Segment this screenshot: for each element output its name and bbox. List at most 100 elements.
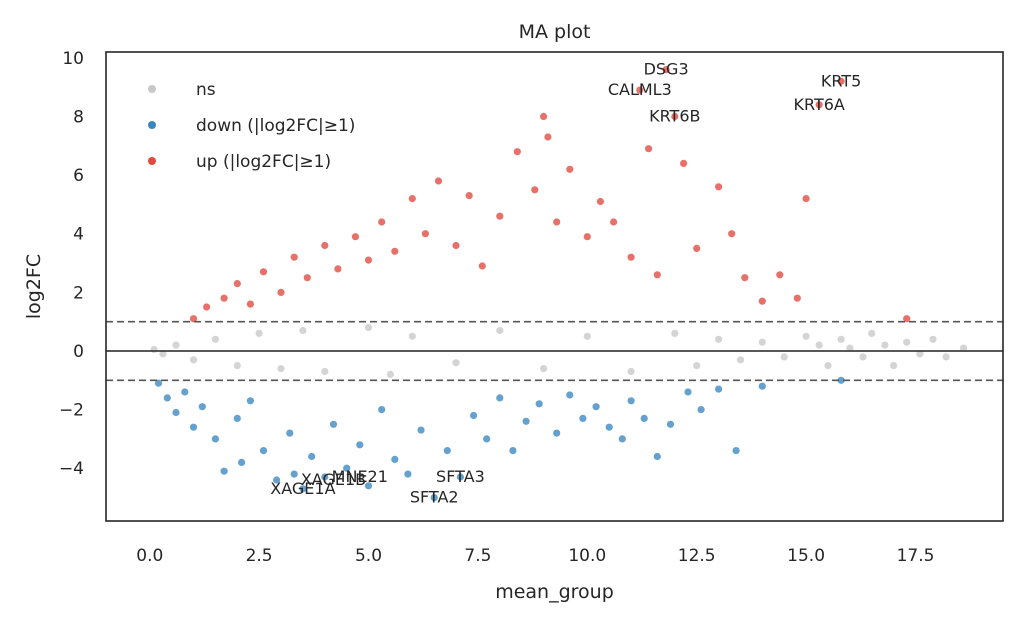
point-up [645, 145, 653, 153]
point-ns [960, 344, 968, 352]
point-ns [929, 335, 937, 343]
point-up [693, 244, 701, 252]
point-up [364, 256, 373, 264]
point-ns [583, 332, 591, 340]
point-ns [846, 344, 854, 352]
point-up [233, 280, 241, 288]
point-down [666, 420, 675, 428]
point-ns [890, 362, 898, 370]
point-down [238, 458, 246, 466]
x-tick-label: 12.5 [678, 546, 716, 566]
point-ns [172, 341, 180, 349]
x-tick-label: 17.5 [897, 546, 935, 566]
point-ns [736, 356, 745, 364]
point-ns [881, 341, 889, 349]
point-up [758, 297, 766, 305]
point-up [513, 148, 521, 156]
legend: ns down (|log2FC|≥1) up (|log2FC|≥1) [148, 80, 355, 172]
point-down [758, 382, 766, 390]
x-tick-label: 10.0 [568, 546, 606, 566]
point-down [172, 408, 180, 417]
point-down [566, 391, 574, 399]
point-ns [299, 326, 307, 335]
point-ns [868, 329, 876, 337]
reference-lines [106, 320, 1003, 382]
y-tick-label: 10 [62, 49, 84, 69]
point-up [802, 195, 810, 203]
point-up [277, 288, 285, 296]
point-down [220, 467, 228, 475]
point-up [671, 112, 679, 121]
y-tick-label: 6 [73, 166, 84, 186]
point-up [531, 186, 539, 194]
point-up [741, 274, 749, 282]
point-ns [780, 353, 788, 361]
point-up [321, 241, 329, 250]
point-up [627, 253, 635, 261]
point-ns [159, 350, 167, 358]
point-up [465, 192, 473, 200]
x-axis-label: mean_group [495, 581, 614, 603]
x-tick-label: 2.5 [246, 546, 273, 566]
y-tick-label: 4 [73, 225, 84, 245]
point-down [579, 414, 587, 422]
point-up [189, 315, 198, 323]
point-down [837, 376, 845, 384]
point-down [364, 482, 373, 490]
point-ns [408, 332, 416, 340]
point-up [220, 294, 228, 302]
point-down [443, 447, 451, 455]
chart-title: MA plot [519, 21, 591, 43]
points-layer [150, 66, 968, 502]
gene-label: MNE21 [332, 467, 388, 486]
point-down [715, 385, 723, 393]
gene-label: XAGE1B [301, 470, 366, 489]
point-down [273, 476, 281, 484]
point-ns [321, 367, 329, 376]
point-down [343, 464, 351, 472]
point-down [456, 473, 464, 481]
point-down [496, 394, 504, 402]
point-down [321, 473, 329, 481]
gene-label: KRT6A [794, 95, 845, 114]
point-down [233, 414, 241, 422]
point-up [583, 233, 591, 241]
point-down [211, 435, 219, 443]
point-ns [452, 359, 460, 367]
y-tick-label: 2 [73, 283, 84, 303]
point-down [732, 447, 740, 455]
point-down [684, 388, 692, 396]
point-down [356, 441, 364, 449]
point-up [776, 271, 784, 279]
gene-label: XAGE1A [270, 479, 335, 498]
point-down [605, 423, 613, 431]
point-ns [255, 329, 263, 337]
y-axis-ticks: −4 −2 0 2 4 6 8 10 [59, 49, 84, 479]
point-down [535, 400, 543, 408]
point-ns [211, 335, 219, 343]
point-up [636, 86, 644, 94]
x-tick-label: 5.0 [355, 546, 382, 566]
point-down [299, 485, 307, 493]
plot-frame [105, 51, 1004, 522]
point-down [181, 388, 189, 396]
point-up [203, 303, 211, 311]
point-down [653, 452, 661, 461]
gene-label: KRT6B [649, 107, 700, 126]
point-down [189, 423, 198, 431]
point-up [434, 177, 443, 185]
point-up [408, 195, 416, 203]
legend-marker [148, 121, 156, 129]
point-down [308, 452, 316, 461]
point-up [715, 183, 723, 191]
point-up [596, 197, 605, 206]
point-ns [386, 370, 394, 378]
x-tick-label: 15.0 [787, 546, 825, 566]
point-up [391, 247, 399, 255]
point-ns [540, 365, 548, 373]
y-tick-label: 8 [73, 108, 84, 128]
gene-label: CALML3 [608, 80, 672, 99]
point-ns [916, 350, 924, 358]
